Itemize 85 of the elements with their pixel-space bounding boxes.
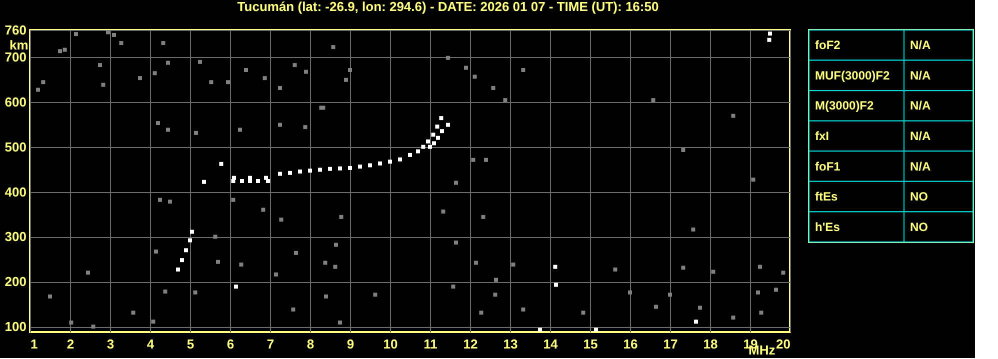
text: N/A	[910, 68, 931, 82]
point	[308, 168, 312, 173]
text: N/A	[910, 98, 931, 113]
x-tick-label: 11	[424, 336, 438, 352]
x-tick-label: 4	[146, 336, 155, 352]
category-label: foF1	[815, 159, 841, 174]
category-label: h'Es	[815, 220, 840, 234]
point	[694, 320, 698, 324]
point	[358, 164, 362, 169]
x-tick-label: 20	[776, 336, 790, 352]
y-tick-label: 300	[4, 229, 26, 244]
category-label: MUF(3000)F2	[815, 68, 890, 82]
category-label: M(3000)F2	[815, 98, 874, 113]
point	[232, 176, 236, 180]
point	[264, 176, 268, 180]
point	[234, 284, 238, 289]
x-tick-label: 3	[106, 336, 114, 352]
y-tick-label: 760	[4, 22, 26, 38]
point	[398, 157, 402, 162]
point	[188, 238, 192, 242]
x-tick-label: 15	[583, 336, 598, 352]
y-tick-label: 100	[4, 319, 26, 334]
point	[190, 230, 194, 234]
y-tick-label: 400	[4, 184, 26, 200]
x-tick-label: 13	[503, 336, 518, 352]
point	[440, 129, 444, 134]
point	[219, 162, 224, 166]
point	[768, 32, 772, 36]
point	[416, 149, 420, 154]
point	[421, 144, 426, 149]
point	[202, 180, 206, 184]
x-tick-label: 10	[383, 336, 398, 352]
point	[428, 144, 432, 149]
point	[368, 163, 372, 168]
text: NO	[910, 220, 928, 234]
point	[378, 161, 382, 166]
point	[184, 248, 188, 252]
point	[594, 328, 598, 332]
category-label: ftEs	[815, 190, 838, 204]
point	[338, 166, 342, 170]
text: N/A	[910, 129, 931, 143]
point	[256, 179, 260, 183]
y-tick-label: 600	[4, 94, 26, 110]
x-tick-label: 16	[623, 336, 638, 352]
point	[553, 264, 558, 269]
point	[240, 179, 244, 183]
x-tick-label: 6	[226, 336, 234, 352]
x-tick-label: 9	[346, 336, 354, 352]
x-tick-label: 1	[30, 336, 38, 352]
category-label: fxI	[815, 129, 830, 143]
x-tick-label: 7	[266, 336, 274, 352]
point	[348, 166, 352, 170]
y-tick-label: 200	[4, 274, 26, 290]
text: NO	[910, 190, 928, 204]
point	[435, 124, 440, 129]
point	[436, 136, 440, 140]
point	[767, 38, 772, 42]
x-tick-label: 8	[306, 336, 314, 352]
text: N/A	[910, 159, 931, 174]
point	[408, 152, 412, 157]
chart-title: Tucumán (lat: -26.9, lon: 294.6) - DATE: 2026 01 07 - TIME (UT): 16:50	[237, 0, 659, 14]
y-tick-label: 500	[4, 139, 26, 154]
point	[388, 160, 392, 164]
x-tick-label: 14	[543, 336, 558, 352]
point	[426, 139, 430, 144]
point	[328, 166, 332, 171]
point	[432, 141, 436, 146]
x-tick-label: 18	[703, 336, 718, 352]
text: N/A	[910, 38, 931, 52]
point	[318, 168, 322, 172]
x-tick-label: 2	[66, 336, 74, 352]
x-tick-label: 17	[663, 336, 678, 352]
point	[176, 268, 180, 272]
point	[538, 328, 542, 332]
point	[446, 122, 450, 127]
point	[278, 172, 282, 176]
x-tick-label: 5	[186, 336, 194, 352]
x-tick-label: 12	[463, 336, 478, 352]
point	[554, 282, 558, 287]
category-label: foF2	[815, 38, 841, 52]
point	[431, 132, 436, 137]
point	[298, 170, 302, 174]
point	[439, 116, 444, 120]
point	[180, 258, 184, 262]
point	[288, 170, 292, 175]
